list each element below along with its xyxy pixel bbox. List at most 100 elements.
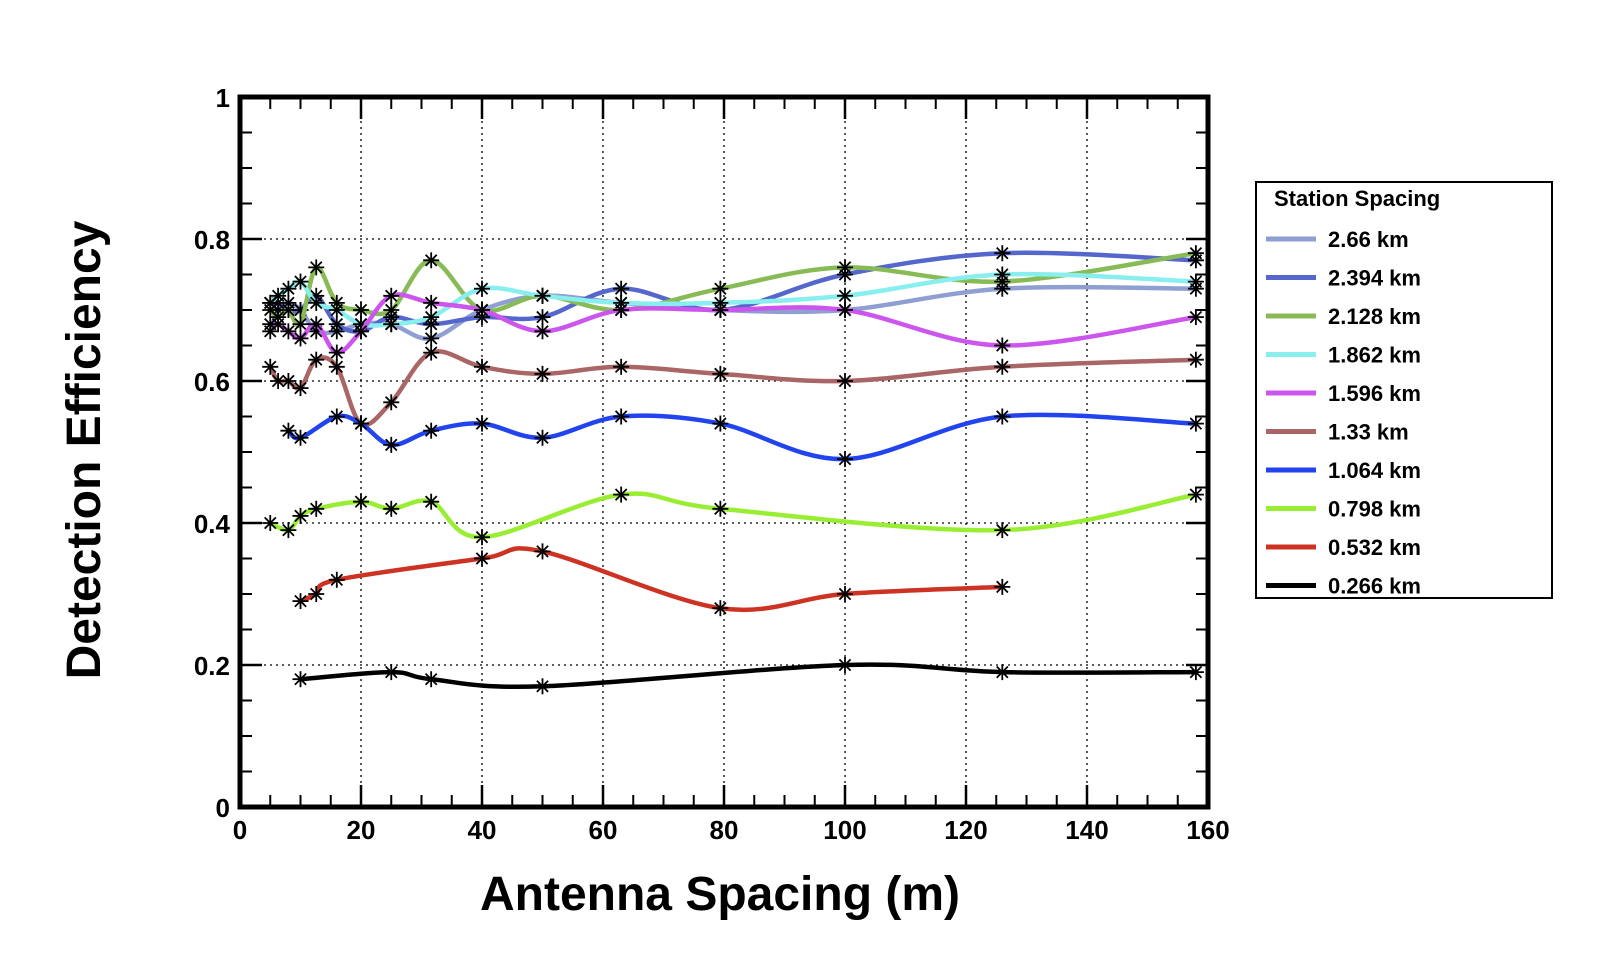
data-point xyxy=(474,280,490,297)
data-point xyxy=(353,415,369,432)
x-tick-label: 40 xyxy=(468,815,497,845)
marker-stroke xyxy=(1189,417,1203,430)
marker-stroke xyxy=(294,332,307,345)
data-point xyxy=(712,600,729,617)
data-point xyxy=(837,657,853,673)
x-tick-label: 140 xyxy=(1065,815,1108,845)
data-point xyxy=(262,515,279,531)
x-tick-label: 120 xyxy=(944,815,987,845)
marker-stroke xyxy=(996,665,1009,679)
series-layer xyxy=(262,245,1204,695)
data-point xyxy=(383,302,400,318)
marker-stroke xyxy=(385,665,398,679)
data-point xyxy=(292,593,309,610)
marker-stroke xyxy=(475,417,489,430)
series-1-33-km xyxy=(262,344,1204,432)
marker-stroke xyxy=(996,339,1009,352)
series-1-596-km xyxy=(262,287,1204,361)
data-point xyxy=(423,344,440,361)
marker-stroke xyxy=(385,438,398,452)
grid xyxy=(240,97,1208,807)
data-point xyxy=(534,323,551,340)
marker-stroke xyxy=(424,346,438,359)
data-point xyxy=(613,486,630,503)
data-point xyxy=(534,678,551,695)
data-point xyxy=(280,422,297,439)
data-point xyxy=(423,294,440,311)
data-point xyxy=(1187,245,1204,262)
data-point xyxy=(474,529,490,546)
marker-stroke xyxy=(614,282,628,295)
data-point xyxy=(837,259,853,276)
x-tick-label: 60 xyxy=(589,815,618,845)
data-point xyxy=(353,493,369,510)
marker-stroke xyxy=(714,367,727,381)
y-tick-label: 1 xyxy=(216,83,230,113)
marker-stroke xyxy=(536,310,549,324)
data-point xyxy=(423,422,440,439)
marker-stroke xyxy=(424,424,438,437)
data-point xyxy=(280,302,297,318)
marker-stroke xyxy=(838,587,852,601)
marker-stroke xyxy=(271,317,285,331)
marker-stroke xyxy=(1189,353,1203,366)
marker-stroke xyxy=(330,346,344,359)
marker-stroke xyxy=(614,410,628,423)
marker-stroke xyxy=(294,275,307,288)
data-point xyxy=(994,408,1011,425)
marker-stroke xyxy=(385,317,398,331)
data-point xyxy=(383,394,400,411)
data-point xyxy=(328,358,345,375)
marker-stroke xyxy=(309,317,323,331)
data-point xyxy=(837,373,853,389)
legend-items: 2.66 km 2.394 km 2.128 km 1.862 km 1.596 km 1… xyxy=(1266,227,1421,599)
marker-stroke xyxy=(424,672,438,686)
legend-label: 0.798 km xyxy=(1328,497,1421,522)
y-axis-title: Detection Efficiency xyxy=(58,220,111,679)
marker-stroke xyxy=(714,601,727,615)
marker-stroke xyxy=(354,325,368,338)
data-point xyxy=(712,500,729,517)
series-0-266-km xyxy=(292,657,1204,695)
data-point xyxy=(353,323,369,340)
data-point xyxy=(423,671,440,688)
data-point xyxy=(1187,486,1204,503)
marker-stroke xyxy=(838,452,852,466)
marker-stroke xyxy=(385,502,398,516)
data-point xyxy=(280,280,297,297)
legend-label: 2.66 km xyxy=(1328,227,1409,252)
ticks xyxy=(238,95,1210,809)
data-point xyxy=(292,380,309,397)
data-point xyxy=(383,287,400,304)
y-tick-label: 0.6 xyxy=(194,367,230,397)
data-point xyxy=(270,287,287,304)
data-point xyxy=(423,252,440,269)
data-point xyxy=(534,365,551,382)
marker-stroke xyxy=(282,303,295,317)
legend-title: Station Spacing xyxy=(1274,186,1440,211)
data-point xyxy=(994,337,1011,354)
marker-stroke xyxy=(282,523,295,537)
marker-stroke xyxy=(271,374,285,388)
data-point xyxy=(292,671,309,688)
y-tick-label: 0 xyxy=(216,793,230,823)
marker-stroke xyxy=(309,261,323,274)
marker-stroke xyxy=(714,417,727,430)
data-point xyxy=(712,415,729,432)
marker-stroke xyxy=(996,410,1009,423)
data-point xyxy=(328,302,345,318)
marker-stroke xyxy=(838,374,852,388)
data-point xyxy=(328,344,345,361)
marker-stroke xyxy=(475,360,489,374)
marker-stroke xyxy=(282,424,295,437)
marker-stroke xyxy=(385,396,398,409)
data-point xyxy=(994,266,1011,283)
data-point xyxy=(292,507,309,524)
data-point xyxy=(474,302,490,318)
data-point xyxy=(328,571,345,588)
data-point xyxy=(1187,351,1204,368)
data-point xyxy=(534,543,551,560)
marker-stroke xyxy=(385,303,398,317)
legend-label: 2.394 km xyxy=(1328,266,1421,291)
data-point xyxy=(292,330,309,347)
